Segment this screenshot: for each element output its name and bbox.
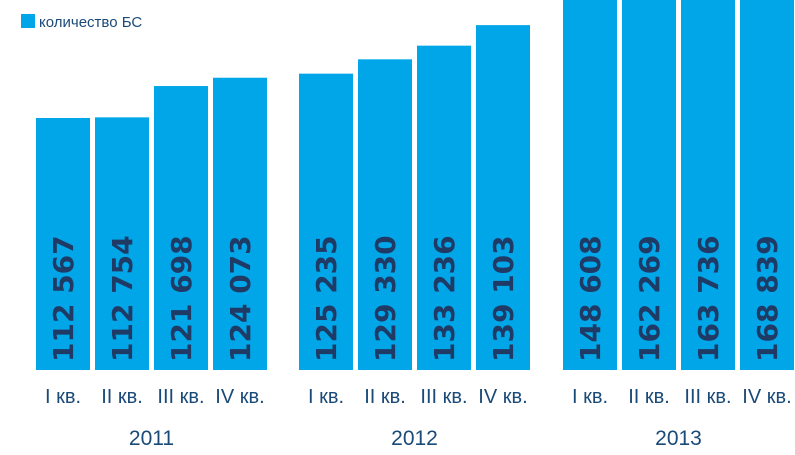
bar-2013-q2 — [622, 0, 676, 370]
value-label-2012-q3: 133 236 — [428, 235, 461, 362]
bar-2011-q4 — [213, 77, 267, 370]
quarter-label-2011-q3: III кв. — [157, 386, 204, 408]
year-label-2013: 2013 — [655, 427, 702, 450]
value-label-2013-q4: 168 839 — [751, 235, 784, 362]
year-label-2011: 2011 — [129, 427, 174, 450]
bar-2012-q2 — [358, 59, 412, 370]
bar-2012-q4 — [476, 25, 530, 371]
quarter-label-2013-q3: III кв. — [684, 386, 731, 408]
quarter-label-2011-q1: I кв. — [45, 386, 81, 408]
quarter-label-2012-q3: III кв. — [420, 386, 467, 408]
quarter-label-2013-q4: IV кв. — [742, 386, 791, 408]
bar-2013-q4 — [740, 0, 794, 370]
bar-2013-q1 — [563, 0, 617, 370]
value-label-2012-q4: 139 103 — [487, 235, 520, 362]
quarter-label-2012-q2: II кв. — [364, 386, 406, 408]
value-label-2011-q4: 124 073 — [224, 235, 257, 362]
legend-label: количество БС — [39, 14, 142, 31]
value-label-2013-q3: 163 736 — [692, 235, 725, 362]
value-label-2012-q1: 125 235 — [310, 235, 343, 362]
value-label-2011-q2: 112 754 — [106, 235, 139, 362]
quarter-label-2013-q2: II кв. — [628, 386, 670, 408]
bar-2012-q3 — [417, 45, 471, 370]
year-label-2012: 2012 — [391, 427, 438, 450]
bar-2011-q3 — [154, 86, 208, 370]
value-label-2011-q1: 112 567 — [47, 235, 80, 362]
legend-swatch — [21, 14, 35, 28]
quarter-label-2013-q1: I кв. — [572, 386, 608, 408]
bar-2011-q1 — [36, 118, 90, 370]
bar-2011-q2 — [95, 117, 149, 371]
value-label-2012-q2: 129 330 — [369, 235, 402, 362]
value-label-2013-q2: 162 269 — [633, 235, 666, 362]
bars-layer: 112 567 I кв. 112 754 II кв. 121 698 III кв. 1… — [36, 0, 794, 450]
quarter-label-2011-q4: IV кв. — [215, 386, 264, 408]
quarter-label-2012-q1: I кв. — [308, 386, 344, 408]
value-label-2013-q1: 148 608 — [574, 235, 607, 362]
bar-2012-q1 — [299, 73, 353, 371]
quarter-label-2012-q4: IV кв. — [478, 386, 527, 408]
value-label-2011-q3: 121 698 — [165, 235, 198, 362]
bar-2013-q3 — [681, 0, 735, 370]
quarter-label-2011-q2: II кв. — [101, 386, 143, 408]
